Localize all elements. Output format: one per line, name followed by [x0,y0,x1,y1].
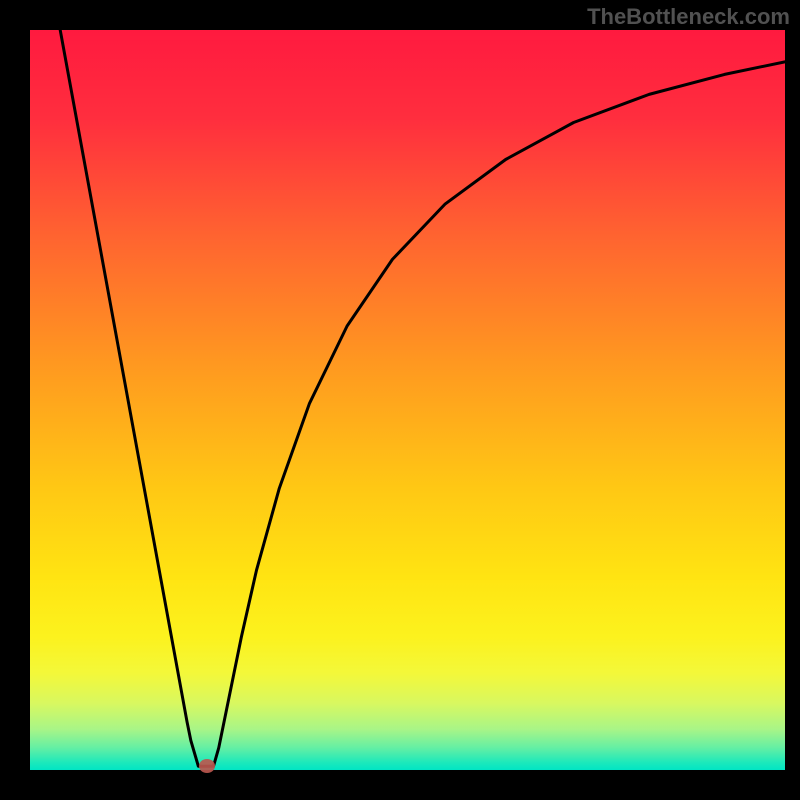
bottleneck-curve [60,30,785,766]
plot-area [30,30,785,770]
chart-container: TheBottleneck.com [0,0,800,800]
curve-layer [30,30,785,770]
watermark-text: TheBottleneck.com [587,4,790,30]
optimum-marker-icon [199,759,215,773]
